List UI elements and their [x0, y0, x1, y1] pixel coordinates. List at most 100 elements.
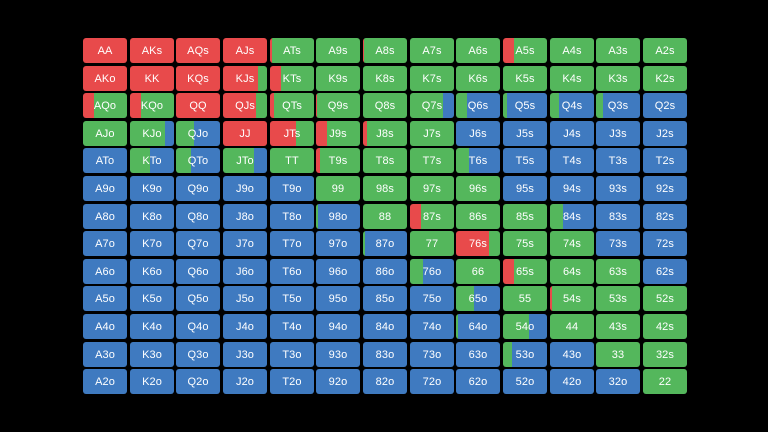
hand-cell-AJo[interactable]: AJo [83, 121, 127, 146]
hand-cell-K6o[interactable]: K6o [130, 259, 174, 284]
hand-cell-ATo[interactable]: ATo [83, 148, 127, 173]
hand-cell-43o[interactable]: 43o [550, 342, 594, 367]
hand-cell-77[interactable]: 77 [410, 231, 454, 256]
hand-cell-KTo[interactable]: KTo [130, 148, 174, 173]
hand-cell-AA[interactable]: AA [83, 38, 127, 63]
hand-cell-98o[interactable]: 98o [316, 204, 360, 229]
hand-cell-Q3o[interactable]: Q3o [176, 342, 220, 367]
hand-cell-96s[interactable]: 96s [456, 176, 500, 201]
hand-cell-A7s[interactable]: A7s [410, 38, 454, 63]
hand-cell-76s[interactable]: 76s [456, 231, 500, 256]
hand-cell-T5o[interactable]: T5o [270, 286, 314, 311]
hand-cell-22[interactable]: 22 [643, 369, 687, 394]
hand-cell-QTo[interactable]: QTo [176, 148, 220, 173]
hand-cell-Q6o[interactable]: Q6o [176, 259, 220, 284]
hand-cell-97o[interactable]: 97o [316, 231, 360, 256]
hand-cell-74o[interactable]: 74o [410, 314, 454, 339]
hand-cell-63o[interactable]: 63o [456, 342, 500, 367]
hand-cell-73s[interactable]: 73s [596, 231, 640, 256]
hand-cell-A8o[interactable]: A8o [83, 204, 127, 229]
hand-cell-J5o[interactable]: J5o [223, 286, 267, 311]
hand-cell-32o[interactable]: 32o [596, 369, 640, 394]
hand-cell-Q6s[interactable]: Q6s [456, 93, 500, 118]
hand-cell-T9o[interactable]: T9o [270, 176, 314, 201]
hand-cell-76o[interactable]: 76o [410, 259, 454, 284]
hand-cell-KJo[interactable]: KJo [130, 121, 174, 146]
hand-cell-KTs[interactable]: KTs [270, 66, 314, 91]
hand-cell-J9o[interactable]: J9o [223, 176, 267, 201]
hand-cell-A2s[interactable]: A2s [643, 38, 687, 63]
hand-cell-44[interactable]: 44 [550, 314, 594, 339]
hand-cell-88[interactable]: 88 [363, 204, 407, 229]
hand-cell-86o[interactable]: 86o [363, 259, 407, 284]
hand-cell-J6s[interactable]: J6s [456, 121, 500, 146]
hand-cell-AQs[interactable]: AQs [176, 38, 220, 63]
hand-cell-J2s[interactable]: J2s [643, 121, 687, 146]
hand-cell-82o[interactable]: 82o [363, 369, 407, 394]
hand-cell-J5s[interactable]: J5s [503, 121, 547, 146]
hand-cell-TT[interactable]: TT [270, 148, 314, 173]
hand-cell-QJs[interactable]: QJs [223, 93, 267, 118]
hand-cell-K9o[interactable]: K9o [130, 176, 174, 201]
hand-cell-53s[interactable]: 53s [596, 286, 640, 311]
hand-cell-97s[interactable]: 97s [410, 176, 454, 201]
hand-cell-A3s[interactable]: A3s [596, 38, 640, 63]
hand-cell-A4o[interactable]: A4o [83, 314, 127, 339]
hand-cell-J8o[interactable]: J8o [223, 204, 267, 229]
hand-cell-K4o[interactable]: K4o [130, 314, 174, 339]
hand-cell-K5s[interactable]: K5s [503, 66, 547, 91]
hand-cell-A9s[interactable]: A9s [316, 38, 360, 63]
hand-cell-K7s[interactable]: K7s [410, 66, 454, 91]
hand-cell-K8o[interactable]: K8o [130, 204, 174, 229]
hand-cell-42s[interactable]: 42s [643, 314, 687, 339]
hand-cell-82s[interactable]: 82s [643, 204, 687, 229]
hand-cell-Q4s[interactable]: Q4s [550, 93, 594, 118]
hand-cell-KQs[interactable]: KQs [176, 66, 220, 91]
hand-cell-T7o[interactable]: T7o [270, 231, 314, 256]
hand-cell-T3o[interactable]: T3o [270, 342, 314, 367]
hand-cell-J3o[interactable]: J3o [223, 342, 267, 367]
hand-cell-85s[interactable]: 85s [503, 204, 547, 229]
hand-cell-A6s[interactable]: A6s [456, 38, 500, 63]
hand-cell-85o[interactable]: 85o [363, 286, 407, 311]
hand-cell-T2s[interactable]: T2s [643, 148, 687, 173]
hand-cell-KQo[interactable]: KQo [130, 93, 174, 118]
hand-cell-K4s[interactable]: K4s [550, 66, 594, 91]
hand-cell-83o[interactable]: 83o [363, 342, 407, 367]
hand-cell-AKs[interactable]: AKs [130, 38, 174, 63]
hand-cell-33[interactable]: 33 [596, 342, 640, 367]
hand-cell-84o[interactable]: 84o [363, 314, 407, 339]
hand-cell-Q3s[interactable]: Q3s [596, 93, 640, 118]
hand-cell-K2o[interactable]: K2o [130, 369, 174, 394]
hand-cell-QJo[interactable]: QJo [176, 121, 220, 146]
hand-cell-KK[interactable]: KK [130, 66, 174, 91]
hand-cell-Q5s[interactable]: Q5s [503, 93, 547, 118]
hand-cell-Q5o[interactable]: Q5o [176, 286, 220, 311]
hand-cell-JTo[interactable]: JTo [223, 148, 267, 173]
hand-cell-Q7o[interactable]: Q7o [176, 231, 220, 256]
hand-cell-T7s[interactable]: T7s [410, 148, 454, 173]
hand-cell-T8s[interactable]: T8s [363, 148, 407, 173]
hand-cell-54o[interactable]: 54o [503, 314, 547, 339]
hand-cell-T3s[interactable]: T3s [596, 148, 640, 173]
hand-cell-95o[interactable]: 95o [316, 286, 360, 311]
hand-cell-A5s[interactable]: A5s [503, 38, 547, 63]
hand-cell-K7o[interactable]: K7o [130, 231, 174, 256]
hand-cell-94s[interactable]: 94s [550, 176, 594, 201]
hand-cell-52s[interactable]: 52s [643, 286, 687, 311]
hand-cell-92o[interactable]: 92o [316, 369, 360, 394]
hand-cell-K8s[interactable]: K8s [363, 66, 407, 91]
hand-cell-99[interactable]: 99 [316, 176, 360, 201]
hand-cell-A7o[interactable]: A7o [83, 231, 127, 256]
hand-cell-A5o[interactable]: A5o [83, 286, 127, 311]
hand-cell-32s[interactable]: 32s [643, 342, 687, 367]
hand-cell-74s[interactable]: 74s [550, 231, 594, 256]
hand-cell-J3s[interactable]: J3s [596, 121, 640, 146]
hand-cell-A9o[interactable]: A9o [83, 176, 127, 201]
hand-cell-65s[interactable]: 65s [503, 259, 547, 284]
hand-cell-84s[interactable]: 84s [550, 204, 594, 229]
hand-cell-T6o[interactable]: T6o [270, 259, 314, 284]
hand-cell-52o[interactable]: 52o [503, 369, 547, 394]
hand-cell-T4o[interactable]: T4o [270, 314, 314, 339]
hand-cell-Q8s[interactable]: Q8s [363, 93, 407, 118]
